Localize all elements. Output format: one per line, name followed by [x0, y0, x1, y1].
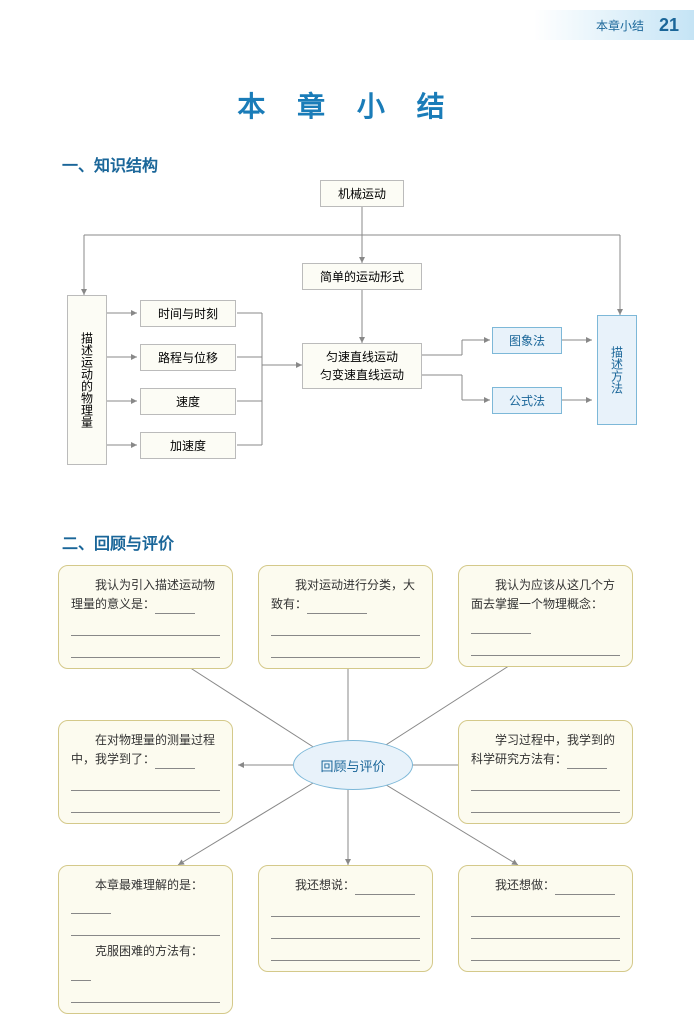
review-bubble-1: 我对运动进行分类，大致有：: [258, 565, 433, 669]
page-header: 本章小结 21: [534, 10, 694, 40]
flow-left-item-1: 路程与位移: [140, 344, 236, 371]
review-bubble-3: 在对物理量的测量过程中，我学到了：: [58, 720, 233, 824]
flow-right-item-0: 图象法: [492, 327, 562, 354]
flow-left-item-0: 时间与时刻: [140, 300, 236, 327]
flow-left-item-2: 速度: [140, 388, 236, 415]
review-bubble-6: 我还想说：: [258, 865, 433, 972]
page-title: 本 章 小 结: [0, 85, 694, 125]
flow-center-l1: 匀速直线运动: [326, 350, 398, 364]
bubble-text-2: 我认为应该从这几个方面去掌握一个物理概念：: [471, 578, 615, 611]
flow-node-rightcol: 描述方法: [597, 315, 637, 425]
flow-right-item-1: 公式法: [492, 387, 562, 414]
header-label: 本章小结: [596, 17, 644, 34]
flowchart: 机械运动 简单的运动形式 匀速直线运动匀变速直线运动 描述运动的物理量 时间与时…: [62, 175, 637, 495]
flow-node-center: 匀速直线运动匀变速直线运动: [302, 343, 422, 389]
bubble-text-6: 克服困难的方法有：: [95, 944, 203, 958]
section1-heading: 一、知识结构: [62, 152, 158, 176]
review-bubble-5: 本章最难理解的是： 克服困难的方法有：: [58, 865, 233, 1014]
bubble-text-8: 我还想做：: [495, 878, 555, 892]
review-center: 回顾与评价: [293, 740, 413, 790]
review-map: 回顾与评价 我认为引入描述运动物理量的意义是： 我对运动进行分类，大致有： 我认…: [48, 555, 648, 955]
flow-node-top: 机械运动: [320, 180, 404, 207]
bubble-text-5: 本章最难理解的是：: [95, 878, 203, 892]
section2-heading: 二、回顾与评价: [62, 530, 174, 554]
flow-left-item-3: 加速度: [140, 432, 236, 459]
review-bubble-7: 我还想做：: [458, 865, 633, 972]
flow-node-mid: 简单的运动形式: [302, 263, 422, 290]
flow-node-leftcol: 描述运动的物理量: [67, 295, 107, 465]
page-number: 21: [659, 15, 679, 36]
review-bubble-2: 我认为应该从这几个方面去掌握一个物理概念：: [458, 565, 633, 667]
bubble-text-7: 我还想说：: [295, 878, 355, 892]
flow-center-l2: 匀变速直线运动: [320, 368, 404, 382]
review-bubble-0: 我认为引入描述运动物理量的意义是：: [58, 565, 233, 669]
review-bubble-4: 学习过程中，我学到的科学研究方法有：: [458, 720, 633, 824]
